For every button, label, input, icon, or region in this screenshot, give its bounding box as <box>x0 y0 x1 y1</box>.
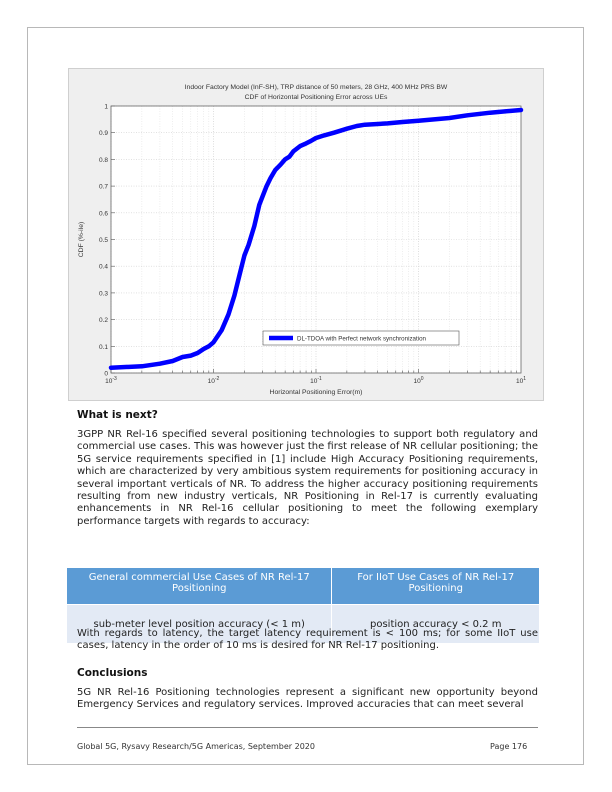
latency-paragraph: With regards to latency, the target late… <box>77 628 538 653</box>
table-header-row: General commercial Use Cases of NR Rel-1… <box>67 568 540 605</box>
footer-rule <box>77 727 538 728</box>
y-tick-label: 0.5 <box>99 237 108 244</box>
x-tick-label: 10-1 <box>310 376 322 385</box>
conclusions-paragraph: 5G NR Rel-16 Positioning technologies re… <box>77 687 538 712</box>
x-tick-label: 101 <box>516 376 526 385</box>
y-tick-label: 0.2 <box>99 317 108 324</box>
y-tick-label: 1 <box>104 104 108 111</box>
chart-subtitle: CDF of Horizontal Positioning Error acro… <box>245 94 388 101</box>
footer-source: Global 5G, Rysavy Research/5G Americas, … <box>77 742 315 751</box>
chart-title: Indoor Factory Model (InF-SH), TRP dista… <box>185 84 448 91</box>
y-tick-label: 0.6 <box>99 210 108 217</box>
table-header-cell: For IIoT Use Cases of NR Rel-17 Position… <box>332 568 540 605</box>
legend-label: DL-TDOA with Perfect network synchroniza… <box>297 336 427 343</box>
y-tick-label: 0.8 <box>99 157 108 164</box>
y-tick-label: 0.3 <box>99 290 108 297</box>
x-tick-label: 10-2 <box>208 376 220 385</box>
y-tick-label: 0 <box>104 371 108 378</box>
cdf-figure: 0 0.1 0.2 0.3 0.4 0.5 0.6 0.7 0.8 0.9 1 10-3 10-2 10-… <box>68 68 544 401</box>
x-tick-label: 100 <box>413 376 423 385</box>
table-header-cell: General commercial Use Cases of NR Rel-1… <box>67 568 332 605</box>
x-axis-label: Horizontal Positioning Error(m) <box>270 389 363 396</box>
y-axis-label: CDF (%-ile) <box>78 222 85 258</box>
next-heading: What is next? <box>77 409 158 421</box>
page-number: Page 176 <box>490 742 527 751</box>
cdf-chart: 0 0.1 0.2 0.3 0.4 0.5 0.6 0.7 0.8 0.9 1 10-3 10-2 10-… <box>69 69 545 402</box>
y-tick-label: 0.9 <box>99 130 108 137</box>
y-tick-label: 0.7 <box>99 184 108 191</box>
y-tick-label: 0.1 <box>99 344 108 351</box>
next-paragraph: 3GPP NR Rel-16 specified several positio… <box>77 429 538 528</box>
x-tick-label: 10-3 <box>105 376 117 385</box>
conclusions-heading: Conclusions <box>77 667 147 679</box>
y-tick-label: 0.4 <box>99 264 108 271</box>
